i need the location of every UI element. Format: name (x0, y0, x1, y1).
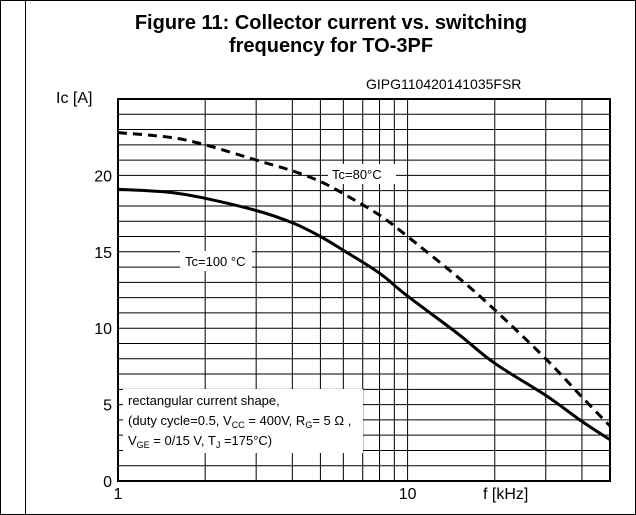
series-label-100-text: Tc=100 °C (185, 254, 245, 269)
figure-code: GIPG110420141035FSR (366, 76, 521, 92)
annotation-line-1: rectangular current shape, (128, 393, 280, 408)
series-line-tc80 (117, 131, 612, 428)
y-axis-label: Ic [A] (56, 90, 92, 107)
series-line-tc100 (117, 187, 611, 441)
annotation: rectangular current shape, (duty cycle=0… (123, 389, 363, 453)
y-tick-label: 20 (94, 168, 112, 185)
y-tick-label: 15 (94, 245, 112, 262)
x-tick-label: 10 (399, 486, 417, 503)
plot-area (117, 98, 611, 482)
grid (118, 99, 610, 481)
y-tick-label: 5 (103, 398, 112, 415)
annotation-line-2: (duty cycle=0.5, VCC = 400V, RG= 5 Ω , (128, 413, 351, 430)
x-tick-label: 1 (114, 486, 123, 503)
tick-labels: 0 5 10 15 20 1 10 (94, 168, 416, 503)
series-label-80: Tc=80°C (328, 164, 396, 184)
left-margin-divider (25, 0, 26, 515)
series-label-100: Tc=100 °C (180, 251, 252, 271)
series-layer (117, 131, 612, 441)
chart-title-line2: frequency for TO-3PF (228, 35, 434, 57)
annotation-line-3: VGE = 0/15 V, TJ =175°C) (128, 433, 272, 450)
series-label-80-text: Tc=80°C (332, 167, 382, 182)
x-axis-label: f [kHz] (483, 486, 528, 503)
y-tick-label: 0 (103, 474, 112, 491)
chart-title: Figure 11: Collector current vs. switchi… (134, 12, 528, 34)
y-tick-label: 10 (94, 321, 112, 338)
